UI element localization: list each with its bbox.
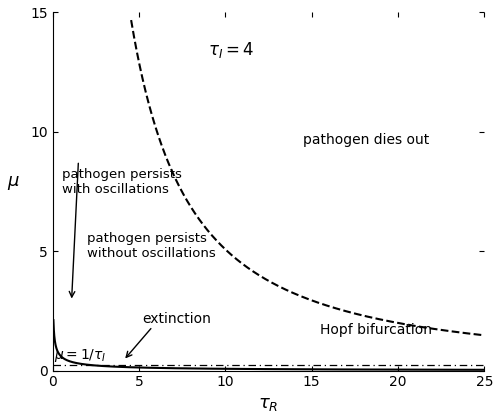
Text: pathogen persists
with oscillations: pathogen persists with oscillations (62, 168, 182, 196)
Text: pathogen persists
without oscillations: pathogen persists without oscillations (87, 232, 216, 260)
Text: pathogen dies out: pathogen dies out (303, 133, 429, 147)
Text: extinction: extinction (142, 312, 211, 326)
Y-axis label: $\mu$: $\mu$ (7, 173, 20, 192)
Text: $\mu = 1/\tau_I$: $\mu = 1/\tau_I$ (54, 346, 107, 364)
Text: $\tau_I = 4$: $\tau_I = 4$ (208, 40, 254, 60)
X-axis label: $\tau_R$: $\tau_R$ (258, 395, 278, 413)
Text: Hopf bifurcation: Hopf bifurcation (320, 323, 432, 336)
